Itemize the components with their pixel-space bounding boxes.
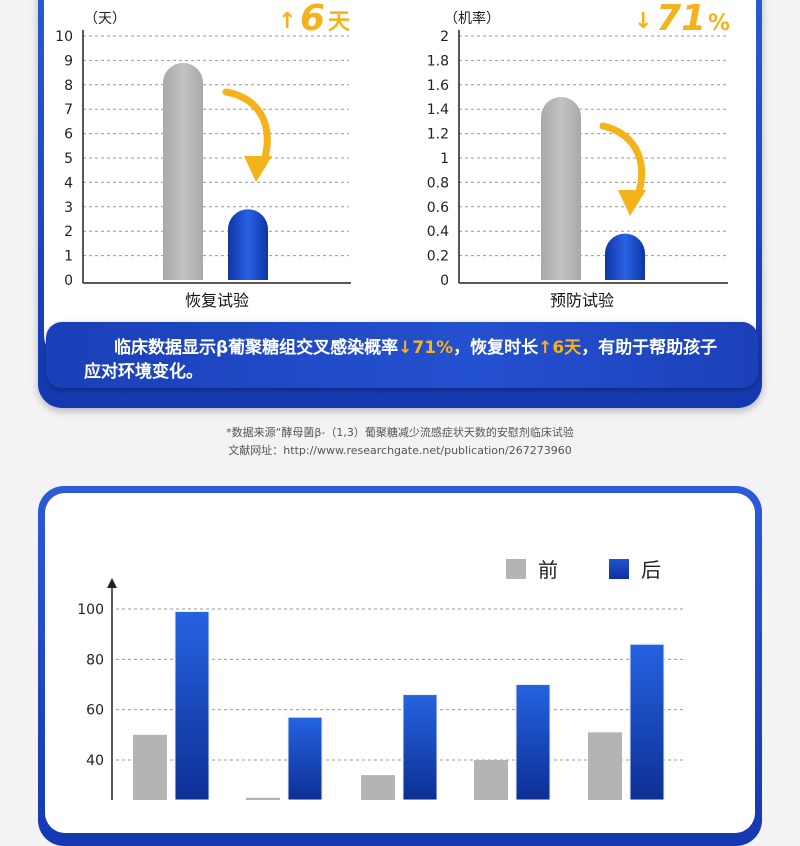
y-tick-label: 9 xyxy=(64,53,73,69)
y-tick-label: 0 xyxy=(440,273,449,289)
recovery-decrease-arrow xyxy=(222,88,271,170)
recovery-bars xyxy=(163,62,268,280)
y-tick-label: 3 xyxy=(64,200,73,216)
recovery-callout-value: 6 xyxy=(300,0,325,39)
y-tick-label: 1.2 xyxy=(427,127,449,143)
recovery-callout-unit: 天 xyxy=(328,10,351,35)
y-tick-label: 7 xyxy=(64,102,73,118)
source-line-1: *数据来源“酵母菌β-（1,3）葡聚糖减少流感症状天数的安慰剂临床试验 xyxy=(226,426,574,439)
y-tick-label: 0.2 xyxy=(427,249,449,265)
recovery-gridlines xyxy=(83,35,349,257)
y-tick-label: 0.4 xyxy=(427,224,449,240)
comparison-panel-content xyxy=(45,493,755,833)
prevention-bars xyxy=(541,97,645,280)
prevention-unit-label: （机率） xyxy=(444,10,500,27)
y-tick-label: 6 xyxy=(64,127,73,143)
y-tick-label: 0.8 xyxy=(427,175,449,191)
summary-text-b: ，恢复时长 xyxy=(453,338,539,358)
y-tick-label: 1 xyxy=(64,249,73,265)
prevention-callout-unit: % xyxy=(708,11,730,36)
prevention-decrease-arrow xyxy=(599,122,646,204)
y-tick-label: 1.6 xyxy=(427,78,449,94)
data-source-note: *数据来源“酵母菌β-（1,3）葡聚糖减少流感症状天数的安慰剂临床试验 文献网址… xyxy=(0,424,800,460)
summary-text: 临床数据显示β葡聚糖组交叉感染概率↓71%，恢复时长↑6天，有助于帮助孩子应对环… xyxy=(84,336,734,384)
prevention-y-ticks: 2 1.8 1.6 1.4 1.2 1 0.8 0.6 0.4 0.2 0 xyxy=(427,29,449,289)
prevention-arrowhead xyxy=(618,190,646,216)
y-tick-label: 8 xyxy=(64,78,73,94)
bar-before xyxy=(163,62,203,280)
prevention-x-label: 预防试验 xyxy=(550,291,614,310)
y-tick-label: 4 xyxy=(64,175,73,191)
bar-before xyxy=(541,97,581,280)
prevention-callout-arrow: ↓ xyxy=(634,9,652,34)
y-tick-label: 0.6 xyxy=(427,200,449,216)
recovery-unit-label: （天） xyxy=(84,11,126,27)
y-tick-label: 2 xyxy=(440,29,449,45)
y-tick-label: 1.8 xyxy=(427,53,449,69)
recovery-x-label: 恢复试验 xyxy=(185,291,249,310)
recovery-callout-arrow: ↑ xyxy=(278,9,296,34)
y-tick-label: 1 xyxy=(440,151,449,167)
y-tick-label: 5 xyxy=(64,151,73,167)
prevention-chart: （机率） ↓ 71 % 21.81.61.41.210.80.60.40.20 … xyxy=(427,0,730,310)
y-tick-label: 1.4 xyxy=(427,102,449,118)
summary-highlight-days: ↑6天 xyxy=(538,338,582,358)
y-tick-label: 10 xyxy=(55,29,73,45)
trial-panel-content xyxy=(44,0,756,356)
y-tick-label: 2 xyxy=(64,224,73,240)
prevention-gridlines xyxy=(459,35,727,257)
summary-highlight-rate: ↓71% xyxy=(398,338,454,358)
bar-after xyxy=(605,233,645,280)
recovery-arrowhead xyxy=(244,156,272,182)
bar-after xyxy=(228,209,268,280)
summary-banner xyxy=(46,322,758,388)
prevention-callout-value: 71 xyxy=(656,0,706,39)
y-tick-label: 0 xyxy=(64,273,73,289)
source-line-2: 文献网址：http://www.researchgate.net/publica… xyxy=(228,444,572,457)
summary-text-a: 临床数据显示β葡聚糖组交叉感染概率 xyxy=(114,338,399,358)
summary-text-c: ，有助于帮助孩子应对环境变化。 xyxy=(84,338,718,382)
